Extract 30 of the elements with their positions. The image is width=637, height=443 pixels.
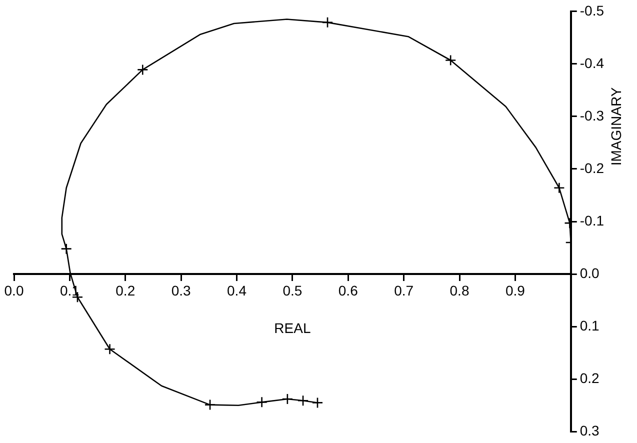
y-tick-label: -0.5 bbox=[580, 2, 604, 18]
y-tick-label: 0.1 bbox=[580, 317, 600, 334]
point bbox=[256, 396, 268, 408]
x-tick-label: 0.3 bbox=[171, 282, 192, 298]
y-tick-label: -0.1 bbox=[580, 212, 604, 228]
x-tick-label: 0.5 bbox=[282, 282, 302, 298]
point bbox=[60, 243, 72, 254]
x-tick-label: 0.0 bbox=[4, 282, 24, 298]
y-tick-label: -0.4 bbox=[580, 54, 604, 71]
y-tick-label: -0.2 bbox=[580, 160, 604, 176]
y-tick-label: 0.0 bbox=[580, 264, 600, 281]
x-tick-label: 0.9 bbox=[505, 282, 526, 298]
x-tick-label: 0.4 bbox=[227, 282, 247, 298]
x-axis-title: REAL bbox=[274, 320, 311, 336]
point bbox=[444, 54, 456, 66]
point bbox=[104, 343, 116, 355]
y-tick-label: -0.3 bbox=[580, 107, 604, 124]
y-axis-title: IMAGINARY bbox=[608, 86, 624, 166]
x-tick-label: 0.7 bbox=[394, 282, 414, 298]
point bbox=[554, 182, 565, 194]
point bbox=[136, 64, 148, 76]
y-tick-label: 0.2 bbox=[580, 370, 600, 386]
y-tick-label: 0.3 bbox=[580, 422, 600, 438]
x-tick-label: 0.6 bbox=[338, 282, 358, 298]
point bbox=[282, 393, 294, 405]
point bbox=[297, 394, 309, 406]
x-tick-label: 0.8 bbox=[450, 282, 470, 298]
point bbox=[322, 16, 334, 28]
point bbox=[312, 397, 324, 408]
x-tick-label: 0.2 bbox=[116, 282, 136, 298]
